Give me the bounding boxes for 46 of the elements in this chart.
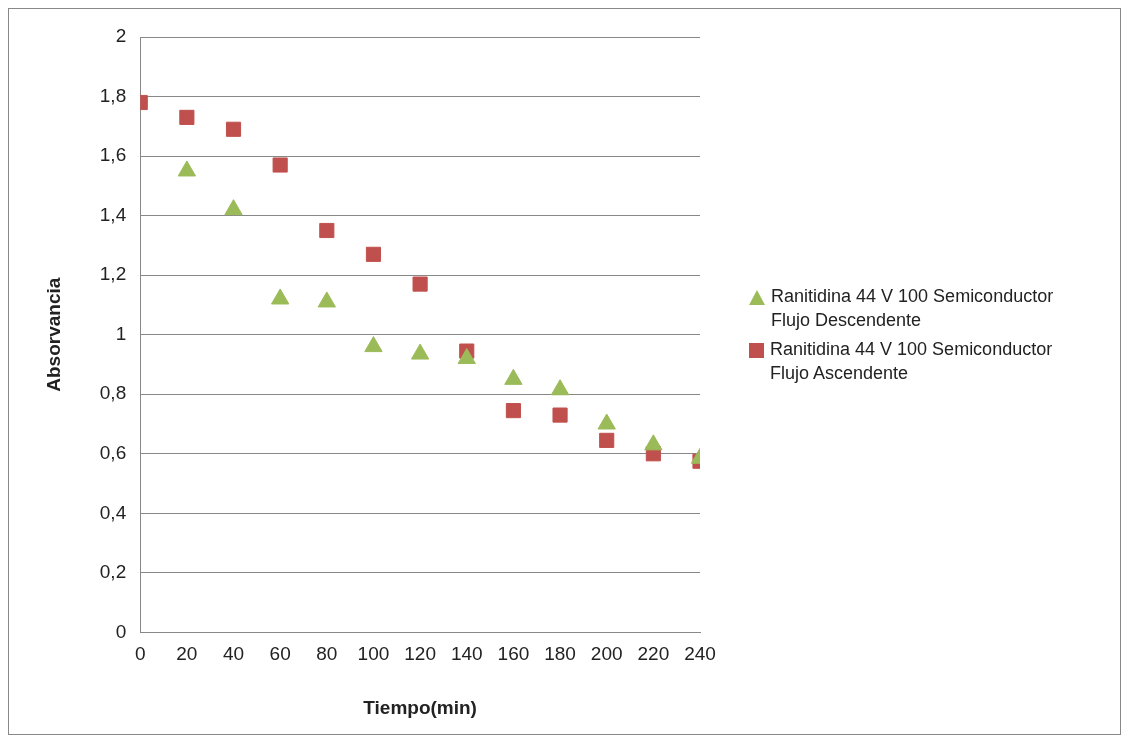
x-tick-label: 0 [134,643,146,665]
y-tick-label: 1,4 [99,203,127,225]
point [364,336,383,353]
x-tick-label: 220 [637,643,670,665]
point [410,343,430,360]
point [224,199,243,216]
point [177,160,197,177]
point [179,109,195,125]
point [365,246,382,262]
point [457,348,476,365]
y-tick-label: 1,6 [99,144,127,166]
y-tick-label: 0,8 [99,382,127,404]
point [504,368,523,385]
legend-label: Ranitidina 44 V 100 Semiconductor Flujo Ascendente [770,337,1054,385]
x-tick-label: 180 [544,643,576,665]
x-axis-title: Tiempo(min) [363,696,477,718]
y-tick-label: 1 [115,322,127,344]
x-tick-label: 160 [497,643,530,665]
point [412,276,428,292]
y-tick-label: 1,8 [99,84,127,106]
x-tick-label: 200 [590,643,623,665]
x-tick-label: 80 [316,643,338,665]
point [317,291,336,308]
point [599,432,615,448]
point [271,288,290,305]
y-axis-title: Absorvancia [42,277,64,392]
x-tick-label: 20 [176,643,198,665]
point [319,222,335,239]
x-tick-label: 100 [357,643,390,665]
x-tick-label: 60 [269,643,291,665]
x-tick-label: 240 [684,643,716,665]
legend-label: Ranitidina 44 V 100 Semiconductor Flujo Descendente [771,285,1055,333]
y-tick-label: 0 [115,620,127,642]
y-tick-label: 1,2 [99,263,127,285]
point [550,379,570,396]
x-tick-label: 40 [222,643,245,665]
y-tick-label: 0,6 [99,442,127,464]
y-tick-label: 0,4 [99,501,127,523]
y-tick-label: 0,2 [99,561,127,583]
x-tick-label: 140 [450,643,483,665]
point [225,121,242,137]
point [644,434,663,451]
point [272,157,288,173]
point [597,413,616,430]
x-tick-label: 120 [404,643,436,665]
y-tick-label: 2 [115,25,127,47]
